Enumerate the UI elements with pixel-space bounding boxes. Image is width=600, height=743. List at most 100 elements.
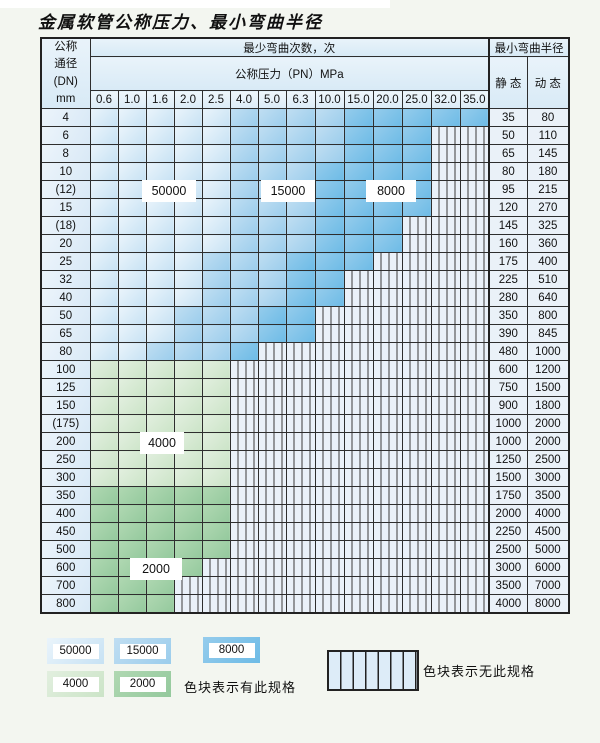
cell-no-spec	[459, 468, 490, 487]
cell-spec	[117, 504, 147, 523]
cell-no-spec	[430, 288, 461, 307]
cell-spec	[257, 126, 287, 145]
cell-no-spec	[314, 306, 345, 325]
cell-spec	[257, 162, 287, 181]
dynamic-radius-cell: 145	[526, 144, 570, 163]
cell-no-spec	[173, 576, 203, 595]
cell-no-spec	[201, 558, 231, 577]
cell-no-spec	[430, 486, 461, 505]
cell-spec	[285, 288, 316, 307]
dynamic-radius-cell: 4000	[526, 504, 570, 523]
cell-spec	[201, 324, 231, 343]
cell-spec	[173, 108, 203, 127]
cell-spec	[117, 522, 147, 541]
zone-label: 4000	[140, 432, 184, 454]
cell-spec	[145, 522, 175, 541]
cell-spec	[89, 144, 119, 163]
cell-no-spec	[459, 504, 490, 523]
dynamic-radius-cell: 1800	[526, 396, 570, 415]
cell-no-spec	[314, 378, 345, 397]
cell-no-spec	[372, 522, 403, 541]
cell-no-spec	[459, 306, 490, 325]
cell-spec	[201, 126, 231, 145]
cell-spec	[117, 378, 147, 397]
pressure-col-label: 0.6	[89, 90, 119, 109]
cell-spec	[117, 252, 147, 271]
dn-cell: 700	[40, 576, 91, 595]
cell-no-spec	[343, 540, 374, 559]
cell-no-spec	[372, 360, 403, 379]
dn-cell: 32	[40, 270, 91, 289]
cell-no-spec	[285, 342, 316, 361]
cell-no-spec	[257, 558, 287, 577]
cell-no-spec	[285, 378, 316, 397]
cell-no-spec	[459, 378, 490, 397]
cell-spec	[285, 234, 316, 253]
cell-spec	[145, 306, 175, 325]
cell-spec	[145, 162, 175, 181]
pressure-col-label: 4.0	[229, 90, 259, 109]
cell-spec	[257, 108, 287, 127]
static-radius-cell: 145	[488, 216, 528, 235]
cell-no-spec	[314, 450, 345, 469]
table-row: 700 3500 7000	[40, 576, 570, 595]
pressure-col-label: 1.6	[145, 90, 175, 109]
cell-spec	[89, 252, 119, 271]
cell-no-spec	[229, 540, 259, 559]
cell-spec	[173, 126, 203, 145]
cell-no-spec	[229, 468, 259, 487]
legend-hatch-box	[327, 650, 419, 691]
cell-spec	[89, 378, 119, 397]
legend-swatch: 4000	[47, 671, 104, 697]
pressure-col-label: 5.0	[257, 90, 287, 109]
cell-no-spec	[401, 432, 432, 451]
bend-count-header: 最少弯曲次数，次	[89, 37, 490, 57]
pressure-col-label: 6.3	[285, 90, 316, 109]
static-radius-cell: 120	[488, 198, 528, 217]
cell-spec	[285, 216, 316, 235]
legend-swatch-label: 15000	[119, 643, 166, 659]
cell-spec	[372, 216, 403, 235]
dynamic-radius-cell: 4500	[526, 522, 570, 541]
cell-spec	[89, 486, 119, 505]
cell-no-spec	[229, 360, 259, 379]
cell-no-spec	[343, 558, 374, 577]
cell-no-spec	[430, 126, 461, 145]
cell-spec	[173, 360, 203, 379]
cell-no-spec	[401, 540, 432, 559]
pressure-col-label: 2.5	[201, 90, 231, 109]
cell-spec	[117, 324, 147, 343]
cell-spec	[89, 558, 119, 577]
dynamic-radius-cell: 845	[526, 324, 570, 343]
cell-spec	[229, 144, 259, 163]
cell-no-spec	[401, 450, 432, 469]
cell-spec	[89, 126, 119, 145]
cell-no-spec	[430, 378, 461, 397]
cell-spec	[173, 144, 203, 163]
legend-swatch-label: 4000	[52, 676, 99, 692]
dynamic-radius-cell: 1500	[526, 378, 570, 397]
static-radius-cell: 600	[488, 360, 528, 379]
cell-spec	[117, 396, 147, 415]
cell-no-spec	[430, 558, 461, 577]
cell-no-spec	[257, 432, 287, 451]
dn-cell: 800	[40, 594, 91, 614]
static-radius-cell: 2000	[488, 504, 528, 523]
cell-spec	[145, 450, 175, 469]
cell-no-spec	[372, 324, 403, 343]
cell-spec	[89, 162, 119, 181]
cell-no-spec	[257, 594, 287, 614]
cell-spec	[314, 126, 345, 145]
cell-spec	[89, 216, 119, 235]
legend-swatch-label: 8000	[208, 642, 255, 658]
cell-spec	[257, 270, 287, 289]
cell-no-spec	[459, 342, 490, 361]
cell-spec	[117, 270, 147, 289]
cell-spec	[229, 288, 259, 307]
cell-spec	[173, 396, 203, 415]
cell-spec	[201, 396, 231, 415]
dynamic-radius-cell: 360	[526, 234, 570, 253]
cell-spec	[229, 216, 259, 235]
static-radius-cell: 1500	[488, 468, 528, 487]
